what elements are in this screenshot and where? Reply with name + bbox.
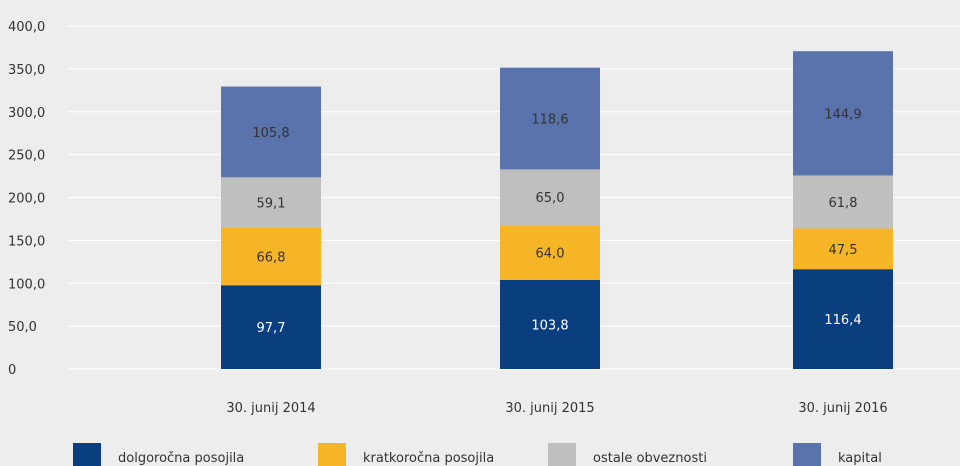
legend: dolgoročna posojila kratkoročna posojila o…	[73, 443, 882, 466]
bar-segment	[500, 67, 600, 170]
data-label: 59,1	[257, 197, 286, 212]
data-label: 66,8	[257, 251, 286, 266]
legend-swatch	[548, 443, 576, 466]
bar-segment	[793, 175, 893, 229]
data-label: 61,8	[829, 196, 858, 211]
y-axis: 0 50,0 100,0 150,0 200,0 250,0 300,0 350,0 400,0	[8, 20, 45, 378]
y-tick-label: 150,0	[8, 234, 45, 249]
x-category-label: 30. junij 2015	[505, 401, 594, 416]
y-tick-label: 350,0	[8, 63, 45, 78]
bar-segment	[793, 51, 893, 176]
data-label: 118,6	[531, 113, 568, 128]
y-tick-label: 50,0	[8, 320, 37, 335]
data-label: 64,0	[536, 247, 565, 262]
x-axis: 30. junij 2014 30. junij 2015 30. junij 20…	[226, 401, 887, 416]
bar-segment	[221, 177, 321, 228]
legend-swatch	[318, 443, 346, 466]
legend-label: kratkoročna posojila	[363, 451, 494, 466]
y-tick-label: 400,0	[8, 20, 45, 35]
bar-segment	[221, 227, 321, 286]
legend-swatch	[793, 443, 821, 466]
data-label: 105,8	[252, 126, 289, 141]
bar-segment	[221, 285, 321, 369]
y-tick-label: 250,0	[8, 149, 45, 164]
data-label: 144,9	[824, 107, 861, 122]
x-category-label: 30. junij 2016	[798, 401, 887, 416]
legend-label: ostale obveznosti	[593, 451, 707, 466]
legend-swatch	[73, 443, 101, 466]
data-label: 116,4	[824, 313, 861, 328]
bar-segment	[221, 86, 321, 178]
bar-segment	[793, 228, 893, 270]
y-tick-label: 0	[8, 363, 16, 378]
data-label: 47,5	[829, 243, 858, 258]
x-category-label: 30. junij 2014	[226, 401, 315, 416]
y-tick-label: 200,0	[8, 192, 45, 207]
bar-segment	[500, 169, 600, 226]
data-label: 65,0	[536, 191, 565, 206]
data-label: 97,7	[257, 321, 286, 336]
bar-segment	[500, 279, 600, 369]
legend-label: kapital	[838, 451, 882, 466]
bars: 97,7 66,8 59,1 105,8 103,8 64,0 65,0 118,6 116,4…	[221, 51, 893, 369]
bar-segment	[793, 269, 893, 369]
legend-label: dolgoročna posojila	[118, 451, 244, 466]
y-tick-label: 300,0	[8, 106, 45, 121]
data-label: 103,8	[531, 318, 568, 333]
bar-segment	[500, 225, 600, 280]
y-tick-label: 100,0	[8, 277, 45, 292]
